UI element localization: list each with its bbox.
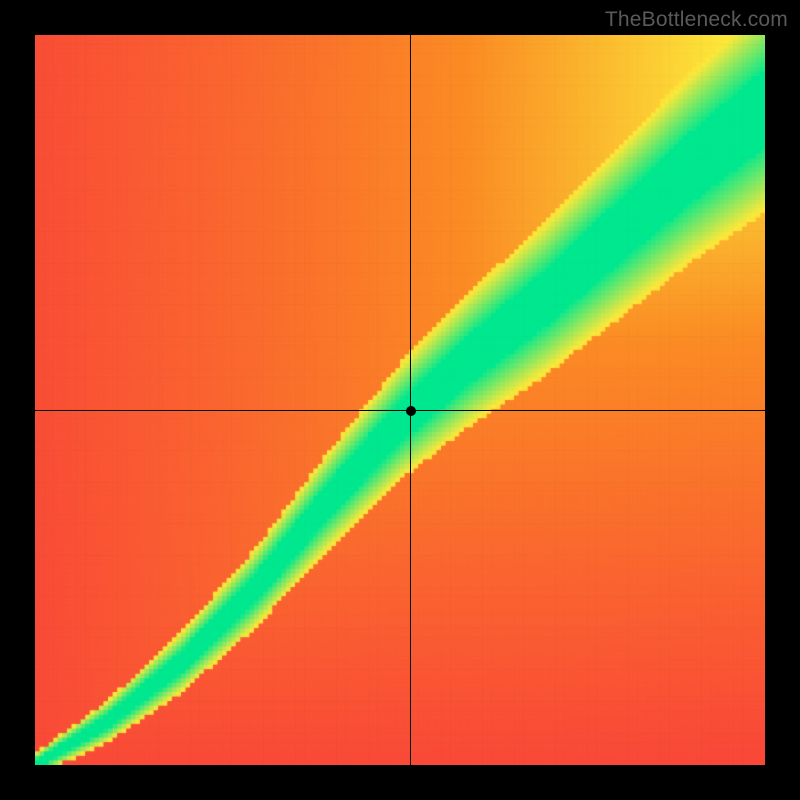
heatmap-canvas (35, 35, 765, 765)
watermark-text: TheBottleneck.com (605, 8, 788, 32)
crosshair-horizontal-line (35, 410, 765, 411)
heatmap-plot (35, 35, 765, 765)
crosshair-point[interactable] (406, 406, 416, 416)
chart-frame: TheBottleneck.com (0, 0, 800, 800)
crosshair-vertical-line (410, 35, 411, 765)
